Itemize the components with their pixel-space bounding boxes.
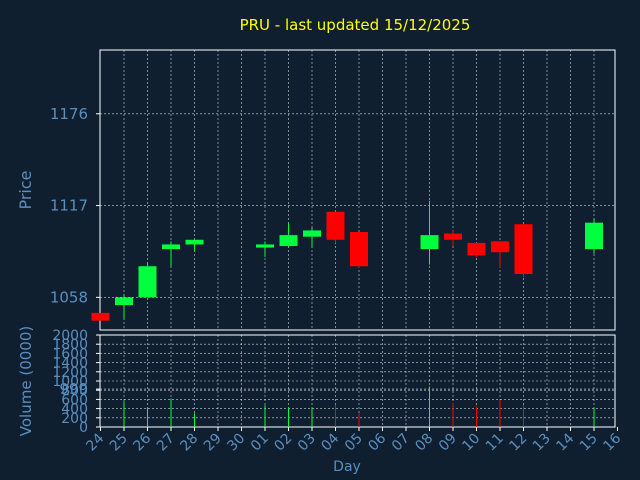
day-tick-label: 04	[318, 430, 342, 454]
volume-tick-label: 1200	[52, 365, 88, 381]
day-tick-label: 25	[107, 431, 131, 455]
chart-title: PRU - last updated 15/12/2025	[240, 16, 471, 34]
volume-tick-label: 600	[61, 392, 88, 408]
day-tick-label: 28	[177, 431, 201, 455]
price-tick-label: 1176	[50, 105, 88, 123]
volume-bars	[123, 386, 595, 427]
candle-body	[138, 266, 157, 298]
day-tick-label: 09	[436, 431, 460, 455]
price-grid	[100, 50, 615, 390]
candle-body	[585, 222, 603, 250]
day-tick-label: 30	[224, 431, 248, 455]
volume-tick-label: 1600	[52, 346, 88, 362]
candle-body	[279, 235, 298, 246]
candle-body	[444, 233, 462, 240]
candle-body	[256, 244, 274, 248]
volume-tick-label: 400	[61, 402, 88, 418]
price-tick-label: 1117	[50, 197, 88, 215]
candle-body	[467, 242, 486, 256]
candles	[91, 200, 603, 321]
day-tick-label: 08	[412, 431, 436, 455]
day-tick-label: 02	[271, 431, 295, 455]
day-tick-label: 10	[459, 431, 483, 455]
day-tick-label: 12	[506, 431, 530, 455]
day-tick-label: 03	[295, 431, 319, 455]
day-tick-label: 26	[130, 430, 154, 454]
volume-grid	[100, 334, 615, 428]
candle-body	[514, 224, 533, 274]
candle-body	[303, 230, 321, 237]
price-plot-area	[99, 49, 616, 331]
day-tick-label: 13	[530, 431, 554, 455]
price-y-axis-label: Price	[16, 170, 35, 209]
day-x-ticks: 24 25 26 27 28 29 30 01 02 03 04 05 06 07 08 09 10 11 12 13…	[83, 427, 624, 454]
day-tick-label: 16	[600, 430, 624, 454]
volume-tick-label: 1000	[52, 374, 88, 390]
candle-body	[350, 232, 368, 267]
volume-tick-label: 200	[61, 411, 88, 427]
candle-body	[162, 244, 180, 250]
volume-tick-label: 800	[61, 383, 88, 399]
day-tick-label: 01	[248, 431, 272, 455]
candle-body	[326, 211, 345, 240]
day-tick-label: 14	[553, 430, 577, 454]
candle-body	[91, 312, 110, 321]
day-tick-label: 07	[389, 431, 413, 455]
price-tick-label: 1058	[50, 288, 88, 306]
day-tick-label: 15	[577, 431, 601, 455]
volume-tick-label: 0	[79, 420, 88, 436]
candle-body	[185, 239, 204, 245]
price-tick-label: 999	[59, 380, 88, 398]
x-axis-label: Day	[333, 459, 361, 475]
volume-tick-label: 2000	[52, 328, 88, 344]
candle-body	[115, 297, 133, 306]
day-tick-label: 29	[201, 431, 225, 455]
volume-y-axis-label: Volume (0000)	[17, 326, 35, 436]
day-tick-label: 27	[154, 431, 178, 455]
candle-body	[491, 241, 509, 253]
price-y-ticks: 999 1058 1117 1176	[50, 105, 100, 398]
day-tick-label: 05	[342, 431, 366, 455]
volume-tick-label: 1800	[52, 337, 88, 353]
volume-tick-label: 1400	[52, 356, 88, 372]
candle-body	[420, 235, 439, 250]
day-tick-label: 06	[365, 430, 389, 454]
day-tick-label: 11	[483, 431, 507, 455]
price-panel: 999 1058 1117 1176 Price	[16, 49, 616, 398]
